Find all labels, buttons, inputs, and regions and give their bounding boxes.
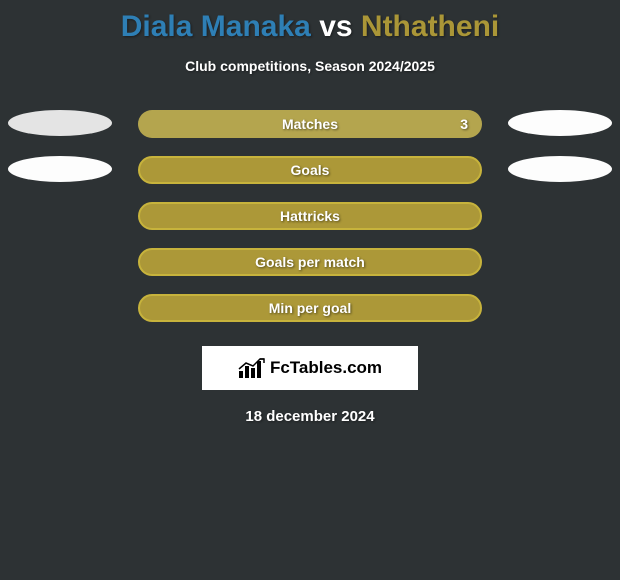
stat-label: Matches (282, 116, 338, 132)
date-text: 18 december 2024 (0, 408, 620, 425)
title-vs: vs (319, 10, 352, 43)
stat-bar: Min per goal (138, 294, 482, 322)
stat-bar: Hattricks (138, 202, 482, 230)
ellipse-right (508, 110, 612, 136)
stat-value: 3 (460, 116, 468, 132)
ellipse-right (508, 156, 612, 182)
stat-row: Hattricks (0, 202, 620, 248)
ellipse-left (8, 110, 112, 136)
ellipse-left (8, 156, 112, 182)
stat-row: Goals (0, 156, 620, 202)
stat-rows: Matches 3 Goals Hattricks Goals per match Min… (0, 110, 620, 340)
stat-row: Min per goal (0, 294, 620, 340)
stat-label: Min per goal (269, 300, 351, 316)
stat-bar: Goals (138, 156, 482, 184)
stat-label: Hattricks (280, 208, 340, 224)
title-player2: Nthatheni (361, 10, 499, 43)
stat-row: Goals per match (0, 248, 620, 294)
subtitle: Club competitions, Season 2024/2025 (0, 58, 620, 74)
stat-bar: Goals per match (138, 248, 482, 276)
branding-box: FcTables.com (202, 346, 418, 390)
stat-label: Goals per match (255, 254, 365, 270)
stat-row: Matches 3 (0, 110, 620, 156)
page-title: Diala Manaka vs Nthatheni (0, 0, 620, 44)
branding-text: FcTables.com (270, 358, 382, 378)
stat-bar: Matches 3 (138, 110, 482, 138)
stat-label: Goals (291, 162, 330, 178)
title-player1: Diala Manaka (121, 10, 311, 43)
bar-chart-icon (238, 357, 266, 379)
